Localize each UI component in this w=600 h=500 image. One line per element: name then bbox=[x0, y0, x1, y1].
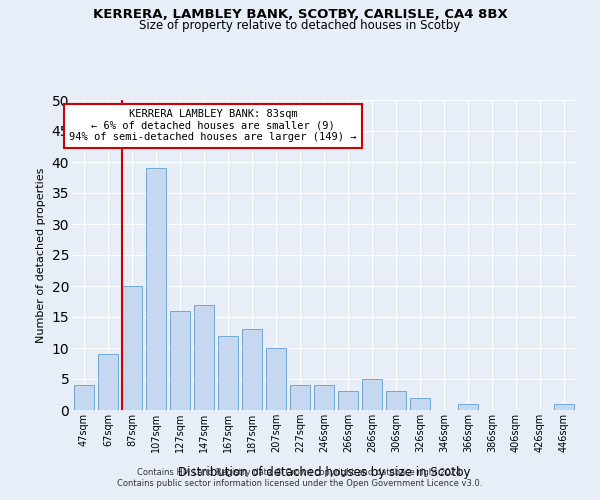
Bar bbox=[386, 392, 406, 410]
Bar bbox=[458, 404, 478, 410]
Bar bbox=[362, 379, 382, 410]
Bar bbox=[146, 168, 166, 410]
Y-axis label: Number of detached properties: Number of detached properties bbox=[36, 168, 46, 342]
Bar bbox=[266, 348, 286, 410]
Bar bbox=[98, 354, 118, 410]
Bar bbox=[122, 286, 142, 410]
Bar bbox=[194, 304, 214, 410]
Bar bbox=[338, 392, 358, 410]
Bar bbox=[410, 398, 430, 410]
Bar bbox=[74, 385, 94, 410]
Bar bbox=[218, 336, 238, 410]
Bar bbox=[170, 311, 190, 410]
Text: Distribution of detached houses by size in Scotby: Distribution of detached houses by size … bbox=[178, 466, 470, 479]
Text: KERRERA LAMBLEY BANK: 83sqm
← 6% of detached houses are smaller (9)
94% of semi-: KERRERA LAMBLEY BANK: 83sqm ← 6% of deta… bbox=[70, 110, 357, 142]
Text: Size of property relative to detached houses in Scotby: Size of property relative to detached ho… bbox=[139, 19, 461, 32]
Bar bbox=[314, 385, 334, 410]
Bar bbox=[242, 330, 262, 410]
Text: KERRERA, LAMBLEY BANK, SCOTBY, CARLISLE, CA4 8BX: KERRERA, LAMBLEY BANK, SCOTBY, CARLISLE,… bbox=[92, 8, 508, 20]
Bar bbox=[554, 404, 574, 410]
Bar bbox=[290, 385, 310, 410]
Text: Contains HM Land Registry data © Crown copyright and database right 2024.
Contai: Contains HM Land Registry data © Crown c… bbox=[118, 468, 482, 487]
